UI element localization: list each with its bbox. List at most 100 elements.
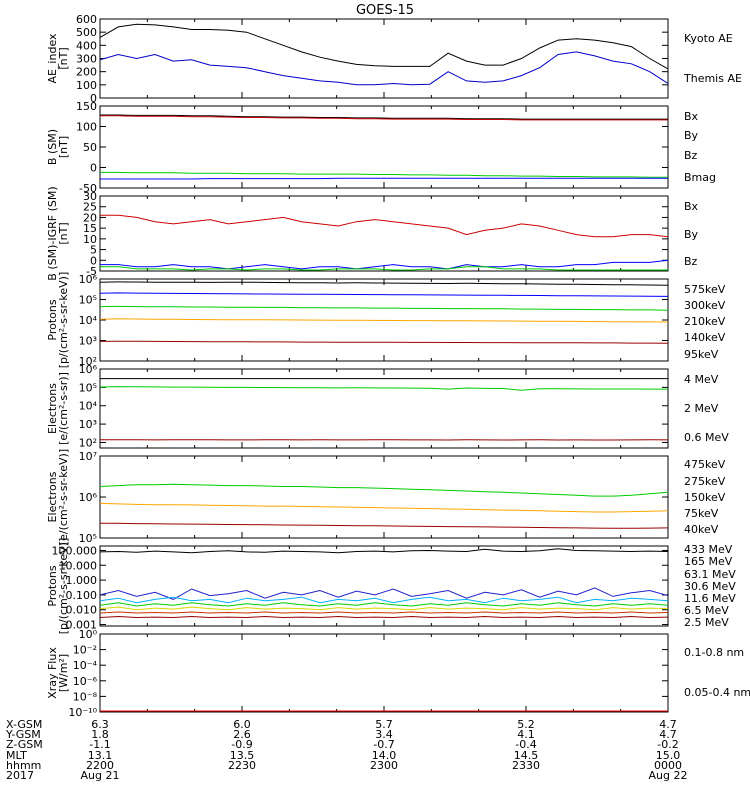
legend-entry: 165 MeV xyxy=(684,555,733,568)
series-300kev xyxy=(100,318,668,323)
series-6-5-mev xyxy=(100,587,668,600)
y-tick-label: 10⁶ xyxy=(79,491,98,504)
y-tick-label: 20 xyxy=(83,211,97,224)
series-433-mev xyxy=(100,615,668,619)
legend-entry: Kyoto AE xyxy=(684,32,733,45)
footer-value: 4.7 xyxy=(659,728,677,741)
y-tick-label: 100 xyxy=(76,121,97,134)
legend-entry: 63.1 MeV xyxy=(684,568,736,581)
y-axis-label: [p/(cm²-s-sr-keV)] xyxy=(57,538,70,635)
y-axis-label: [e/(cm²-s-sr)] xyxy=(57,372,70,445)
legend-entry: 475keV xyxy=(684,458,726,471)
panel-frame xyxy=(99,633,669,713)
y-tick-label: 10⁵ xyxy=(79,381,97,394)
y-tick-label: 10⁻¹⁰ xyxy=(68,706,97,719)
y-tick-label: 100 xyxy=(76,79,97,92)
legend-entry: 140keV xyxy=(684,331,726,344)
legend-entry: 2.5 MeV xyxy=(684,616,729,629)
y-tick-label: 10⁶ xyxy=(79,363,98,376)
series-kyoto-ae xyxy=(100,51,668,86)
y-tick-label: 10² xyxy=(79,436,97,449)
legend-entry: 575keV xyxy=(684,283,726,296)
y-tick-label: 100.000 xyxy=(52,544,98,557)
y-tick-label: -5 xyxy=(86,265,97,278)
series-63-1-mev xyxy=(100,606,668,611)
panel-frame xyxy=(99,545,669,627)
y-tick-label: 10 xyxy=(83,233,97,246)
footer-value: 0000 xyxy=(654,759,682,772)
y-tick-label: 25 xyxy=(83,201,97,214)
y-tick-label: 500 xyxy=(76,26,97,39)
footer-value: 2330 xyxy=(512,759,540,772)
footer-value: 2200 xyxy=(86,759,114,772)
y-axis-label: [e/(cm²-s-sr-keV)] xyxy=(57,449,70,545)
panel-7: 0.001 0.010 0.100 1.000 10.000 100.000 Protons… xyxy=(46,538,736,635)
y-tick-label: 10³ xyxy=(79,418,97,431)
series-bx xyxy=(100,259,668,270)
legend-entry: Themis AE xyxy=(683,72,742,85)
y-axis-label: [p/(cm²-s-sr-keV)] xyxy=(57,272,70,369)
series-bmag xyxy=(100,114,668,120)
y-tick-label: 0.100 xyxy=(66,589,98,602)
legend-entry: 275keV xyxy=(684,475,726,488)
footer-row-label: 2017 xyxy=(6,769,34,782)
footer-value: 13.1 xyxy=(88,749,113,762)
footer-value: 13.5 xyxy=(230,749,255,762)
legend-entry: 4 MeV xyxy=(684,373,719,386)
footer-value: -1.1 xyxy=(89,738,110,751)
legend-entry: 0.6 MeV xyxy=(684,431,729,444)
footer-value: 4.7 xyxy=(659,718,677,731)
panel-2: -50 0 50 100 150 B (SM)[nT] Bx By Bz Bmag xyxy=(46,100,716,195)
panel-frame xyxy=(99,18,669,99)
footer-value: -0.2 xyxy=(657,738,678,751)
legend-entry: 210keV xyxy=(684,315,726,328)
y-tick-label: 10⁻⁶ xyxy=(73,675,98,688)
footer-value: 15.0 xyxy=(656,749,681,762)
y-axis-label: Xray Flux xyxy=(46,647,59,699)
y-axis-label: Protons xyxy=(46,565,59,606)
plot-title: GOES-15 xyxy=(356,3,414,18)
footer-value: 1.8 xyxy=(91,728,109,741)
series-30-6-mev xyxy=(100,602,668,607)
legend-entry: 300keV xyxy=(684,299,726,312)
footer-value: 4.1 xyxy=(517,728,535,741)
series-475kev xyxy=(100,522,668,529)
legend-entry: 11.6 MeV xyxy=(684,592,736,605)
legend-entry: 75keV xyxy=(684,507,719,520)
legend-entry: 0.1-0.8 nm xyxy=(684,646,744,659)
y-axis-label: Electrons xyxy=(46,471,59,522)
legend-entry: 2 MeV xyxy=(684,402,719,415)
footer-row-label: X-GSM xyxy=(6,718,42,731)
series-140kev xyxy=(100,292,668,297)
footer-value: 3.4 xyxy=(375,728,393,741)
y-axis-label: B (SM) xyxy=(46,129,59,165)
y-tick-label: 30 xyxy=(83,190,97,203)
y-tick-label: 10⁴ xyxy=(79,314,98,327)
panel-4: 10² 10³ 10⁴ 10⁵ 10⁶ Protons[p/(cm²-s-sr-keV)]… xyxy=(46,272,726,369)
series-2-mev xyxy=(100,386,668,391)
y-tick-label: 150 xyxy=(76,100,97,113)
y-tick-label: 1.000 xyxy=(66,574,98,587)
y-tick-label: 10.000 xyxy=(59,559,98,572)
y-axis-label: AE_index xyxy=(46,33,59,84)
panel-8: 10⁰ 10⁻² 10⁻⁴ 10⁻⁶ 10⁻⁸ 10⁻¹⁰ Xray Flux[W/m²] 0… xyxy=(46,628,750,719)
footer-value: 5.2 xyxy=(517,718,535,731)
y-tick-label: 0 xyxy=(90,92,97,105)
y-tick-label: 10⁶ xyxy=(79,273,98,286)
y-tick-label: 600 xyxy=(76,13,97,26)
legend-entry: Bx xyxy=(684,110,699,123)
legend-entry: 0.05-0.4 nm xyxy=(684,686,750,699)
footer-row-label: Y-GSM xyxy=(5,728,41,741)
y-tick-label: 5 xyxy=(90,244,97,257)
legend-entry: 30.6 MeV xyxy=(684,580,736,593)
panel-frame xyxy=(99,195,669,272)
y-tick-label: 10⁴ xyxy=(79,400,98,413)
y-axis-label: [nT] xyxy=(57,136,70,158)
y-tick-label: 10⁻² xyxy=(73,644,97,657)
panel-6: 10⁵ 10⁶ 10⁷ Electrons[e/(cm²-s-sr-keV)] 475k… xyxy=(46,449,726,545)
footer-value: 2300 xyxy=(370,759,398,772)
y-tick-label: 10⁵ xyxy=(79,532,97,545)
panel-3: 0 10 20 30 -5 5 15 25 B (SM)-IGRF (SM)[nT] Bx By Bz xyxy=(46,186,699,280)
